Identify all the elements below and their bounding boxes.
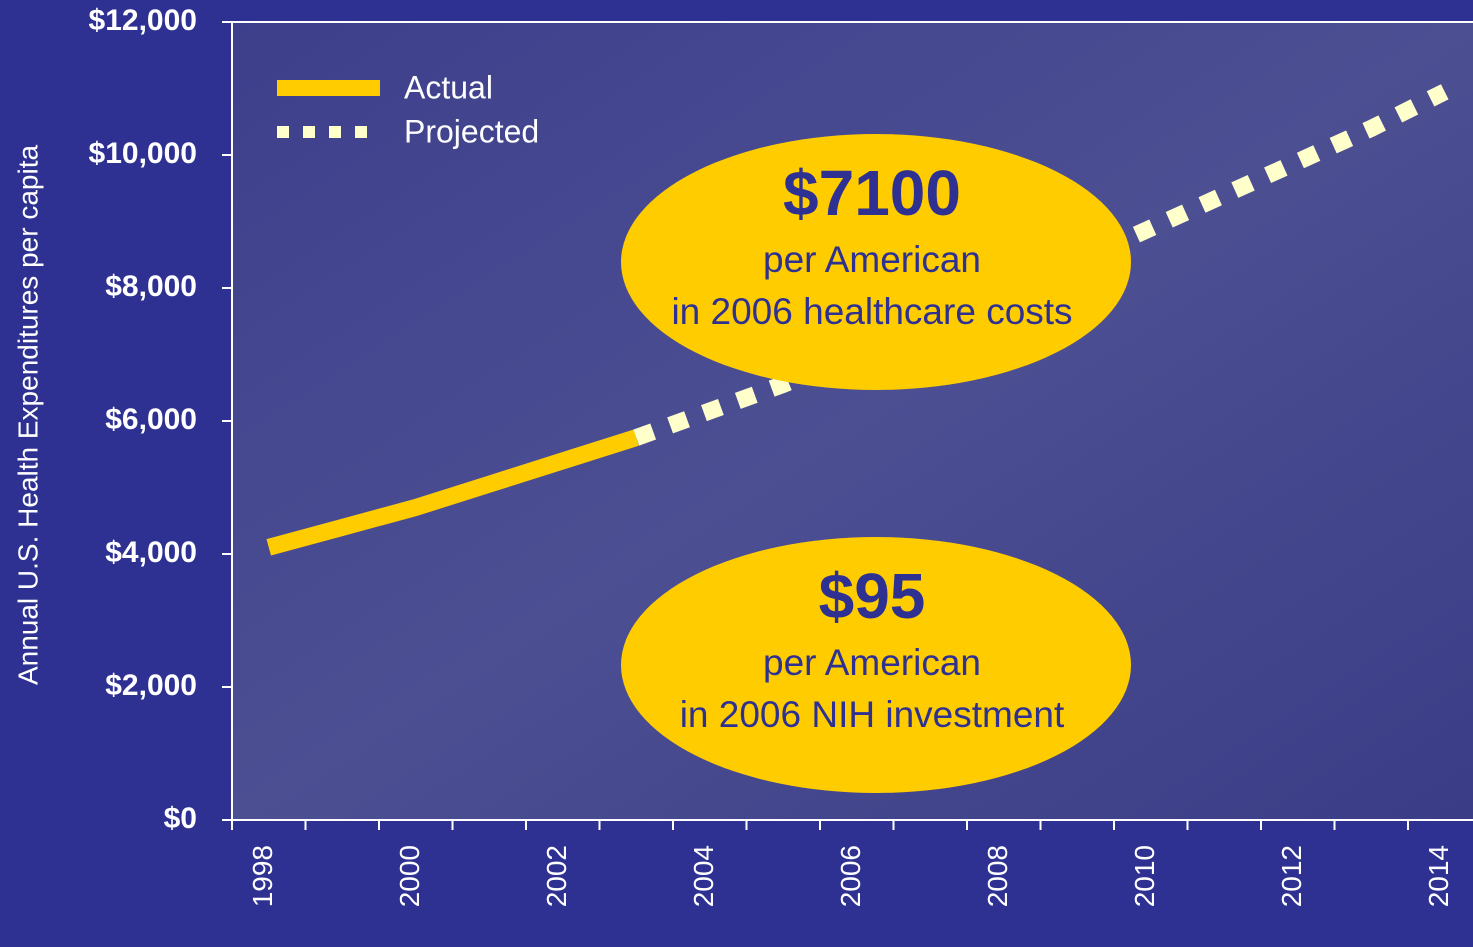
x-tick-label: 2006 (835, 845, 866, 907)
y-tick-label: $6,000 (105, 403, 197, 436)
legend-label: Projected (404, 113, 539, 149)
annotation-text: per American (763, 239, 981, 280)
y-axis-label: Annual U.S. Health Expenditures per capi… (12, 145, 43, 686)
y-tick-label: $4,000 (105, 536, 197, 569)
x-tick-label: 2004 (688, 845, 719, 907)
annotation-value: $7100 (783, 157, 961, 229)
annotation-value: $95 (819, 560, 926, 632)
x-tick-label: 2014 (1423, 845, 1454, 907)
y-tick-label: $0 (164, 802, 197, 835)
series-line (266, 429, 639, 556)
x-tick-label: 1998 (247, 845, 278, 907)
x-tick-label: 2002 (541, 845, 572, 907)
y-tick-label: $2,000 (105, 669, 197, 702)
x-tick-label: 2000 (394, 845, 425, 907)
annotation-text: in 2006 healthcare costs (671, 291, 1072, 332)
x-tick-label: 2008 (982, 845, 1013, 907)
annotation-text: per American (763, 642, 981, 683)
annotation-text: in 2006 NIH investment (680, 694, 1065, 735)
y-tick-label: $12,000 (89, 4, 197, 37)
y-tick-label: $10,000 (89, 137, 197, 170)
annotation-bubble (621, 537, 1131, 793)
annotation-bubble (621, 134, 1131, 390)
legend-label: Actual (404, 69, 493, 105)
x-tick-label: 2012 (1276, 845, 1307, 907)
x-tick-label: 2010 (1129, 845, 1160, 907)
y-tick-label: $8,000 (105, 270, 197, 303)
